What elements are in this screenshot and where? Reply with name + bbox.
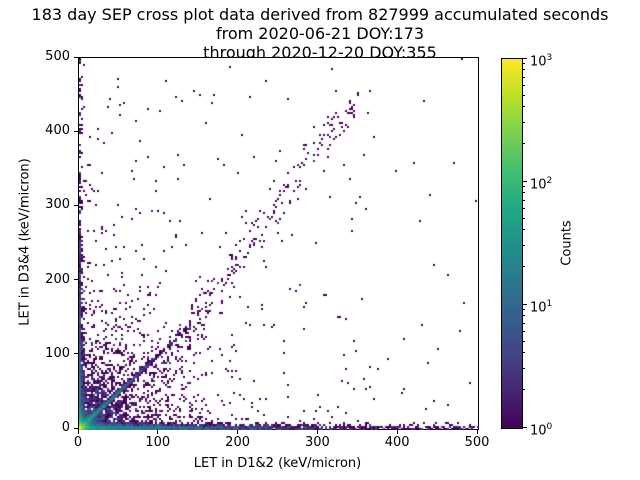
scatter-canvas (79, 58, 479, 430)
y-tick-mark (74, 204, 78, 206)
y-tick-label: 300 (45, 197, 70, 213)
colorbar-minor-tick (523, 69, 525, 71)
colorbar-major-tick (523, 180, 527, 182)
x-tick-label: 400 (384, 435, 410, 450)
x-tick-mark (316, 430, 318, 434)
x-tick-label: 300 (304, 435, 330, 450)
x-tick-mark (396, 430, 398, 434)
colorbar-gradient (501, 58, 523, 429)
y-tick-label: 0 (61, 420, 70, 435)
colorbar-label: Counts (559, 220, 575, 266)
colorbar-minor-tick (523, 207, 525, 209)
colorbar-tick-label: 101 (530, 299, 553, 316)
x-axis-label: LET in D1&2 (keV/micron) (193, 456, 362, 471)
y-tick-mark (74, 130, 78, 132)
colorbar-minor-tick (523, 229, 525, 231)
colorbar-tick-label: 100 (530, 422, 553, 439)
y-tick-mark (74, 427, 78, 429)
colorbar-minor-tick (523, 244, 525, 246)
colorbar-major-tick (523, 57, 527, 59)
colorbar-minor-tick (523, 367, 525, 369)
colorbar-minor-tick (523, 352, 525, 354)
colorbar-major-tick (523, 426, 527, 428)
x-tick-mark (157, 430, 159, 434)
colorbar-minor-tick (523, 389, 525, 391)
colorbar-minor-tick (523, 84, 525, 86)
x-tick-label: 500 (464, 435, 490, 450)
y-tick-label: 200 (45, 271, 70, 287)
y-tick-label: 100 (45, 345, 70, 361)
colorbar-major-tick (523, 303, 527, 305)
x-tick-mark (237, 430, 239, 434)
colorbar-minor-tick (523, 309, 525, 311)
colorbar-minor-tick (523, 186, 525, 188)
colorbar-minor-tick (523, 143, 525, 145)
colorbar-minor-tick (523, 121, 525, 123)
x-tick-label: 100 (145, 435, 171, 450)
colorbar-minor-tick (523, 217, 525, 219)
plot-area (78, 57, 479, 430)
colorbar-minor-tick (523, 330, 525, 332)
colorbar-minor-tick (523, 63, 525, 65)
y-tick-mark (74, 353, 78, 355)
colorbar-minor-tick (523, 94, 525, 96)
y-tick-mark (74, 56, 78, 58)
y-axis-label: LET in D3&4 (keV/micron) (17, 158, 33, 326)
colorbar-minor-tick (523, 76, 525, 78)
colorbar-tick-label: 102 (530, 176, 553, 193)
colorbar-minor-tick (523, 266, 525, 268)
x-tick-label: 200 (225, 435, 250, 450)
chart-title-line-2: from 2020-06-21 DOY:173 (215, 24, 424, 43)
x-tick-mark (476, 430, 478, 434)
x-tick-mark (77, 430, 79, 434)
colorbar-minor-tick (523, 106, 525, 108)
colorbar-minor-tick (523, 315, 525, 317)
colorbar-minor-tick (523, 322, 525, 324)
colorbar-minor-tick (523, 192, 525, 194)
colorbar-tick-label: 103 (530, 53, 553, 70)
colorbar-minor-tick (523, 340, 525, 342)
colorbar-minor-tick (523, 199, 525, 201)
y-tick-mark (74, 279, 78, 281)
y-tick-label: 400 (45, 123, 70, 139)
chart-title-line-1: 183 day SEP cross plot data derived from… (31, 5, 609, 24)
y-tick-label: 500 (45, 49, 70, 64)
x-tick-label: 0 (73, 435, 83, 450)
